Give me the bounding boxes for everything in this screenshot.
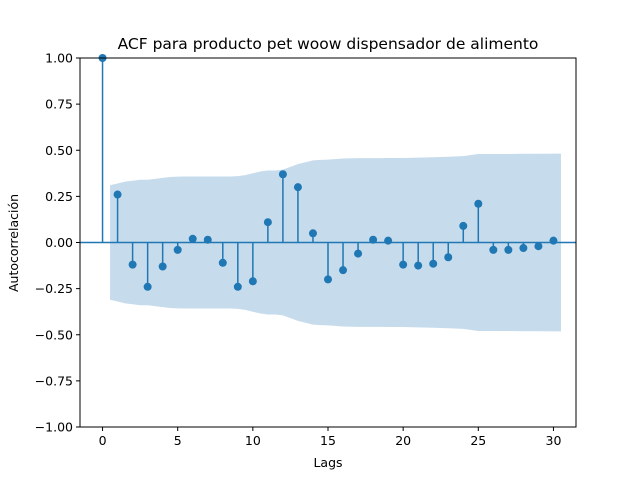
stem-marker bbox=[188, 234, 197, 243]
y-axis-label: Autocorrelación bbox=[6, 194, 21, 292]
stem-marker bbox=[489, 245, 498, 254]
stem-marker bbox=[534, 242, 543, 251]
stem-marker bbox=[429, 259, 438, 268]
stem-marker bbox=[549, 236, 558, 245]
stem-marker bbox=[444, 253, 453, 262]
stem-marker bbox=[519, 244, 528, 253]
stem-marker bbox=[504, 245, 513, 254]
y-tick-label: −0.25 bbox=[35, 281, 73, 296]
stem-marker bbox=[233, 282, 242, 291]
stem-marker bbox=[293, 183, 302, 192]
x-axis-label: Lags bbox=[313, 455, 342, 470]
stem-marker bbox=[459, 221, 468, 230]
stem-marker bbox=[113, 190, 122, 199]
y-tick-label: −1.00 bbox=[35, 420, 73, 435]
x-tick-label: 5 bbox=[174, 433, 182, 448]
stem-marker bbox=[474, 199, 483, 208]
y-tick-label: 0.50 bbox=[45, 143, 73, 158]
stem-marker bbox=[399, 260, 408, 269]
stem-marker bbox=[384, 236, 393, 245]
stem-marker bbox=[369, 235, 378, 244]
y-tick-label: 0.25 bbox=[45, 189, 73, 204]
stem-marker bbox=[263, 218, 272, 227]
x-tick-label: 30 bbox=[546, 433, 562, 448]
stem-marker bbox=[203, 235, 212, 244]
stem-marker bbox=[324, 275, 332, 284]
y-tick-label: 0.75 bbox=[45, 97, 73, 112]
x-tick-label: 10 bbox=[245, 433, 261, 448]
stem-layer bbox=[80, 54, 576, 291]
x-tick-label: 25 bbox=[470, 433, 486, 448]
y-tick-label: −0.75 bbox=[35, 373, 73, 388]
stem-marker bbox=[158, 262, 167, 271]
stem-marker bbox=[248, 277, 257, 286]
y-tick-label: 0.00 bbox=[45, 235, 73, 250]
y-tick-label: 1.00 bbox=[45, 51, 73, 66]
stem-marker bbox=[218, 258, 227, 267]
stem-marker bbox=[339, 266, 348, 275]
chart-title: ACF para producto pet woow dispensador d… bbox=[118, 35, 539, 53]
stem-marker bbox=[173, 245, 182, 254]
stem-marker bbox=[278, 170, 287, 179]
stem-marker bbox=[143, 282, 152, 291]
x-tick-label: 15 bbox=[320, 433, 336, 448]
stem-marker bbox=[414, 261, 423, 270]
tick-layer: 0 5 10 15 20 25 30 −1.00 −0.75 −0.50 −0.25 0.00 0.25… bbox=[35, 51, 562, 449]
plot-frame bbox=[79, 57, 577, 428]
x-tick-label: 20 bbox=[395, 433, 411, 448]
stem-marker bbox=[308, 229, 317, 238]
x-tick-label: 0 bbox=[99, 433, 107, 448]
stem-marker bbox=[128, 260, 137, 269]
y-tick-label: −0.50 bbox=[35, 327, 73, 342]
stem-marker bbox=[354, 249, 363, 258]
